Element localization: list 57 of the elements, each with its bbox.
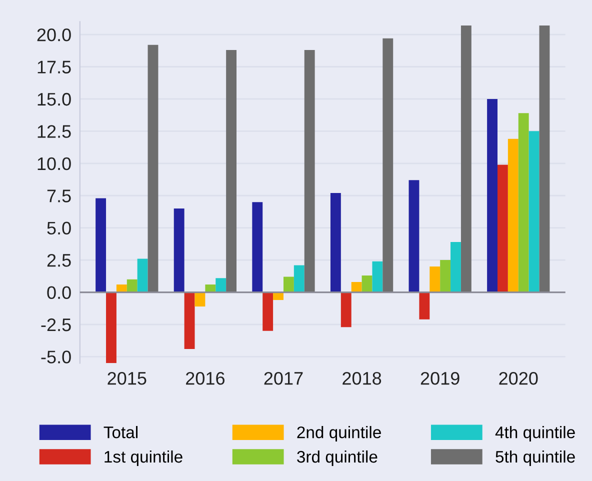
x-tick-label: 2017: [264, 372, 303, 385]
bar: [498, 164, 508, 292]
bar: [126, 279, 138, 292]
y-tick-label: 2.5: [47, 254, 71, 267]
y-tick-label: 12.5: [38, 125, 71, 138]
y-tick-label: 5.0: [47, 222, 71, 235]
bar: [372, 261, 383, 292]
y-tick-label: 10.0: [38, 157, 71, 170]
bar: [226, 50, 237, 292]
bar: [262, 292, 274, 331]
bar: [283, 276, 294, 292]
y-tick-label: 20.0: [37, 28, 71, 42]
y-tick-label: 7.5: [47, 190, 71, 202]
legend-label: 4th quintile: [495, 426, 575, 442]
bar: [362, 276, 372, 292]
bar: [440, 260, 451, 292]
y-tick-label: 15.0: [38, 92, 71, 106]
x-tick-label: 2019: [420, 372, 460, 385]
y-tick-label: 0.0: [47, 286, 71, 299]
bar: [137, 258, 148, 292]
legend-label: 2nd quintile: [297, 426, 381, 442]
legend-label: 5th quintile: [496, 450, 575, 466]
bar: [184, 292, 195, 349]
bar: [216, 278, 226, 292]
bar: [528, 131, 540, 292]
bar: [460, 26, 472, 292]
bar: [382, 38, 394, 292]
bar: [148, 44, 158, 292]
bar: [252, 202, 263, 292]
bar: [294, 265, 304, 292]
x-tick-label: 2018: [342, 372, 382, 385]
bar: [340, 292, 352, 328]
bar: [106, 292, 116, 364]
legend-label: 1st quintile: [104, 450, 182, 466]
x-tick-label: 2015: [108, 372, 146, 385]
bar: [351, 282, 362, 292]
bar: [487, 98, 498, 292]
bar: [430, 266, 440, 292]
x-tick-label: 2016: [186, 372, 224, 385]
bar: [539, 26, 550, 292]
bar: [273, 292, 284, 300]
y-tick-label: 17.5: [38, 60, 71, 74]
y-tick-label: -5.0: [41, 350, 71, 364]
y-tick-label: -2.5: [41, 318, 71, 332]
bar: [419, 292, 430, 320]
bar: [96, 198, 106, 292]
legend-label: 3rd quintile: [297, 450, 378, 466]
x-tick-label: 2020: [499, 372, 538, 385]
bar: [174, 208, 184, 292]
bar: [518, 113, 529, 292]
bar: [408, 180, 420, 292]
bar: [330, 193, 341, 292]
legend-label: Total: [104, 426, 138, 438]
bar: [508, 138, 518, 292]
bar: [194, 292, 206, 306]
bar: [304, 50, 315, 292]
bar: [450, 242, 461, 292]
